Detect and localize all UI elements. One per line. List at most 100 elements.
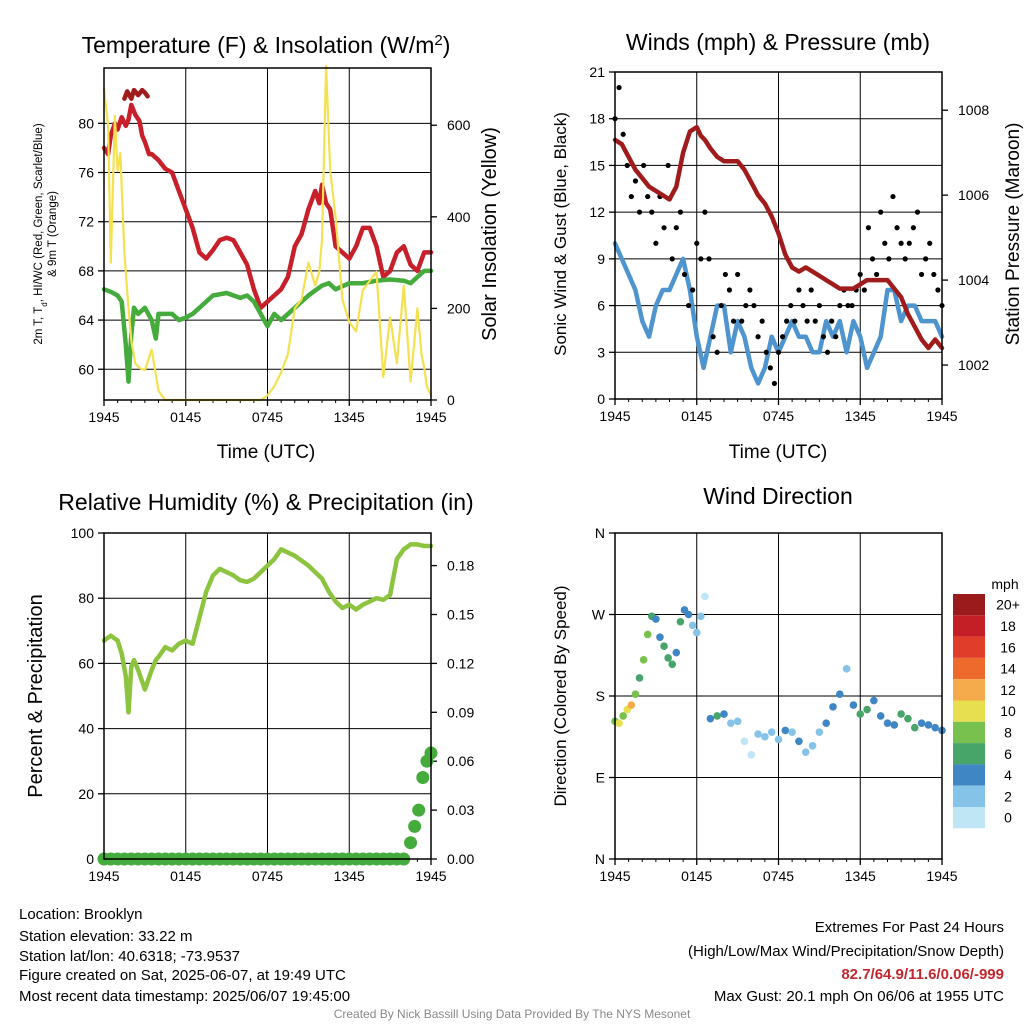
gust-point [771, 380, 778, 387]
direction-point [890, 721, 899, 729]
series-hi [122, 87, 150, 101]
direction-point [924, 721, 933, 729]
x-tick-label: 1945 [415, 409, 446, 425]
direction-point [836, 690, 844, 698]
gust-point [759, 318, 765, 324]
direction-point [808, 742, 817, 750]
extremes-values: 82.7/64.9/11.6/0.06/-999 [841, 966, 1004, 983]
legend-swatch [953, 679, 985, 701]
gust-point [775, 349, 782, 355]
direction-point [706, 714, 715, 723]
gust-point [861, 287, 867, 293]
gust-point [714, 349, 720, 355]
direction-point [668, 660, 677, 669]
y-right-tick-label: 0.09 [447, 704, 474, 720]
footer-elevation: Station elevation: 33.22 m [19, 928, 193, 945]
panel1-title: Temperature (F) & Insolation (W/m2) [82, 32, 451, 59]
gust-point [718, 302, 724, 309]
y-right-tick-label: 0.03 [447, 802, 474, 818]
gust-point [808, 287, 814, 293]
precip-point [404, 836, 418, 850]
y-right-tick-label: 1008 [958, 102, 989, 118]
gust-point [661, 225, 667, 231]
y-tick-label: 0 [597, 391, 605, 407]
gust-point [730, 318, 737, 324]
gust-point [829, 318, 835, 324]
y-tick-label: 20 [78, 786, 94, 802]
gust-point [641, 162, 647, 169]
gust-point [800, 302, 806, 309]
direction-point [619, 712, 627, 720]
gust-point [898, 240, 904, 246]
series-rh [101, 542, 434, 715]
gust-point [698, 256, 704, 262]
direction-point [740, 737, 749, 746]
y-tick-label: 9 [597, 251, 605, 267]
gust-point [865, 225, 872, 231]
gust-point [849, 302, 855, 309]
gust-point [869, 256, 876, 262]
gust-point [681, 271, 688, 278]
y-tick-label: W [592, 607, 606, 623]
gust-point [747, 287, 753, 293]
gust-point [702, 209, 708, 215]
y-tick-label: 12 [589, 204, 605, 220]
direction-point [822, 719, 830, 727]
gust-point [882, 240, 888, 246]
gust-point [816, 302, 822, 309]
direction-point [676, 617, 685, 626]
y-right-tick-label: 0.12 [447, 655, 474, 671]
direction-point [863, 705, 871, 714]
gust-point [923, 256, 929, 262]
gust-point [845, 302, 851, 309]
x-tick-label: 1945 [599, 868, 630, 884]
x-tick-label: 1345 [845, 408, 876, 424]
gust-point [706, 256, 712, 262]
direction-point [931, 723, 939, 732]
x-tick-label: 1345 [334, 409, 365, 425]
series-pressure [612, 124, 945, 351]
gust-point [620, 131, 626, 137]
gust-point [710, 334, 716, 340]
gust-point [910, 225, 916, 231]
gust-point [804, 318, 810, 324]
legend-label: 14 [1000, 661, 1016, 677]
direction-point [904, 714, 912, 723]
direction-point [917, 719, 926, 727]
panel1-left-ylabel: 2m T, Td, HI/WC (Red, Green, Scarlet/Blu… [33, 123, 59, 344]
direction-point [664, 654, 672, 662]
x-tick-label: 0745 [763, 868, 794, 884]
speed-legend: mph 20+ 18 16 14 12 10 8 6 4 2 0 [953, 576, 1020, 829]
gust-point [767, 365, 773, 371]
direction-point [627, 701, 636, 709]
gust-point [763, 349, 769, 355]
gust-point [837, 302, 843, 309]
x-tick-label: 1945 [415, 868, 446, 884]
legend-label: 2 [1004, 788, 1012, 804]
x-tick-label: 0145 [170, 409, 201, 425]
direction-point [788, 728, 796, 737]
panel3-title: Relative Humidity (%) & Precipitation (i… [58, 489, 473, 515]
direction-point [856, 710, 865, 718]
direction-point [652, 615, 660, 623]
legend-label: 18 [1000, 618, 1016, 634]
direction-point [727, 719, 735, 727]
direction-point [635, 674, 644, 682]
footer-location: Location: Brooklyn [19, 906, 143, 923]
x-tick-label: 1345 [845, 868, 876, 884]
plot-frame [103, 67, 432, 401]
panel2-xlabel: Time (UTC) [729, 442, 828, 463]
direction-point [720, 710, 728, 718]
panel2-left-ylabel: Sonic Wind & Gust (Blue, Black) [551, 112, 570, 356]
direction-point [688, 621, 697, 630]
x-tick-label: 0745 [763, 408, 794, 424]
y-tick-label: 80 [78, 115, 94, 131]
panel1-right-ylabel: Solar Insolation (Yellow) [479, 127, 501, 341]
y-tick-label: 15 [589, 157, 605, 173]
direction-point [870, 696, 878, 705]
legend-swatch [953, 743, 985, 765]
gust-point [751, 302, 757, 309]
panel3-ylabel: Percent & Precipitation [25, 594, 47, 797]
precip-point [416, 771, 430, 784]
gust-point [755, 334, 761, 340]
